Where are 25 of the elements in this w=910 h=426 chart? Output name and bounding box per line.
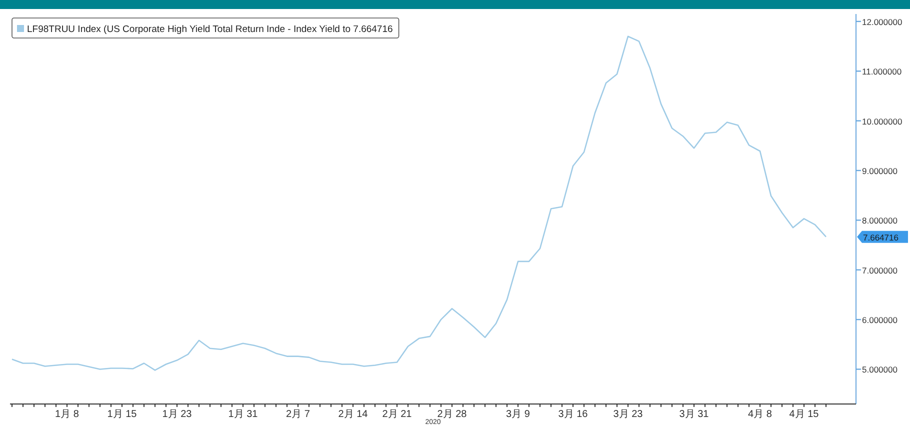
- y-tick-label: 10.000000: [862, 116, 902, 126]
- x-tick-label: 2月 21: [382, 409, 412, 420]
- y-tick-label: 11.000000: [862, 66, 902, 77]
- y-tick-label: 7.000000: [862, 265, 898, 276]
- x-tick-label: 1月 23: [162, 409, 192, 420]
- x-tick-label: 3月 23: [613, 409, 644, 420]
- x-tick-label: 4月 8: [748, 409, 772, 420]
- x-tick-label: 2月 14: [338, 409, 368, 420]
- x-tick-label: 3月 16: [558, 409, 588, 420]
- y-tick-label: 12.000000: [862, 16, 902, 27]
- line-series: [11, 36, 827, 371]
- x-tick-label: 2月 7: [286, 409, 310, 420]
- x-tick-label: 4月 15: [789, 409, 820, 420]
- y-tick-label: 6.000000: [862, 315, 898, 326]
- y-tick-label: 9.000000: [862, 166, 898, 176]
- x-tick-label: 1月 8: [55, 409, 80, 420]
- x-tick-label: 3月 31: [679, 409, 710, 420]
- text: 7.664716: [863, 232, 899, 242]
- x-tick-label: 2月 28: [437, 409, 468, 420]
- legend-label: LF98TRUU Index (US Corporate High Yield Total Return Inde - Index Yield to 7.664716: [27, 24, 393, 35]
- y-tick-label: 5.000000: [862, 364, 898, 375]
- x-tick-label: 3月 9: [506, 409, 530, 420]
- x-tick-label: 1月 15: [107, 409, 138, 420]
- x-tick-label: 1月 31: [228, 409, 258, 420]
- y-tick-label: 8.000000: [862, 216, 898, 226]
